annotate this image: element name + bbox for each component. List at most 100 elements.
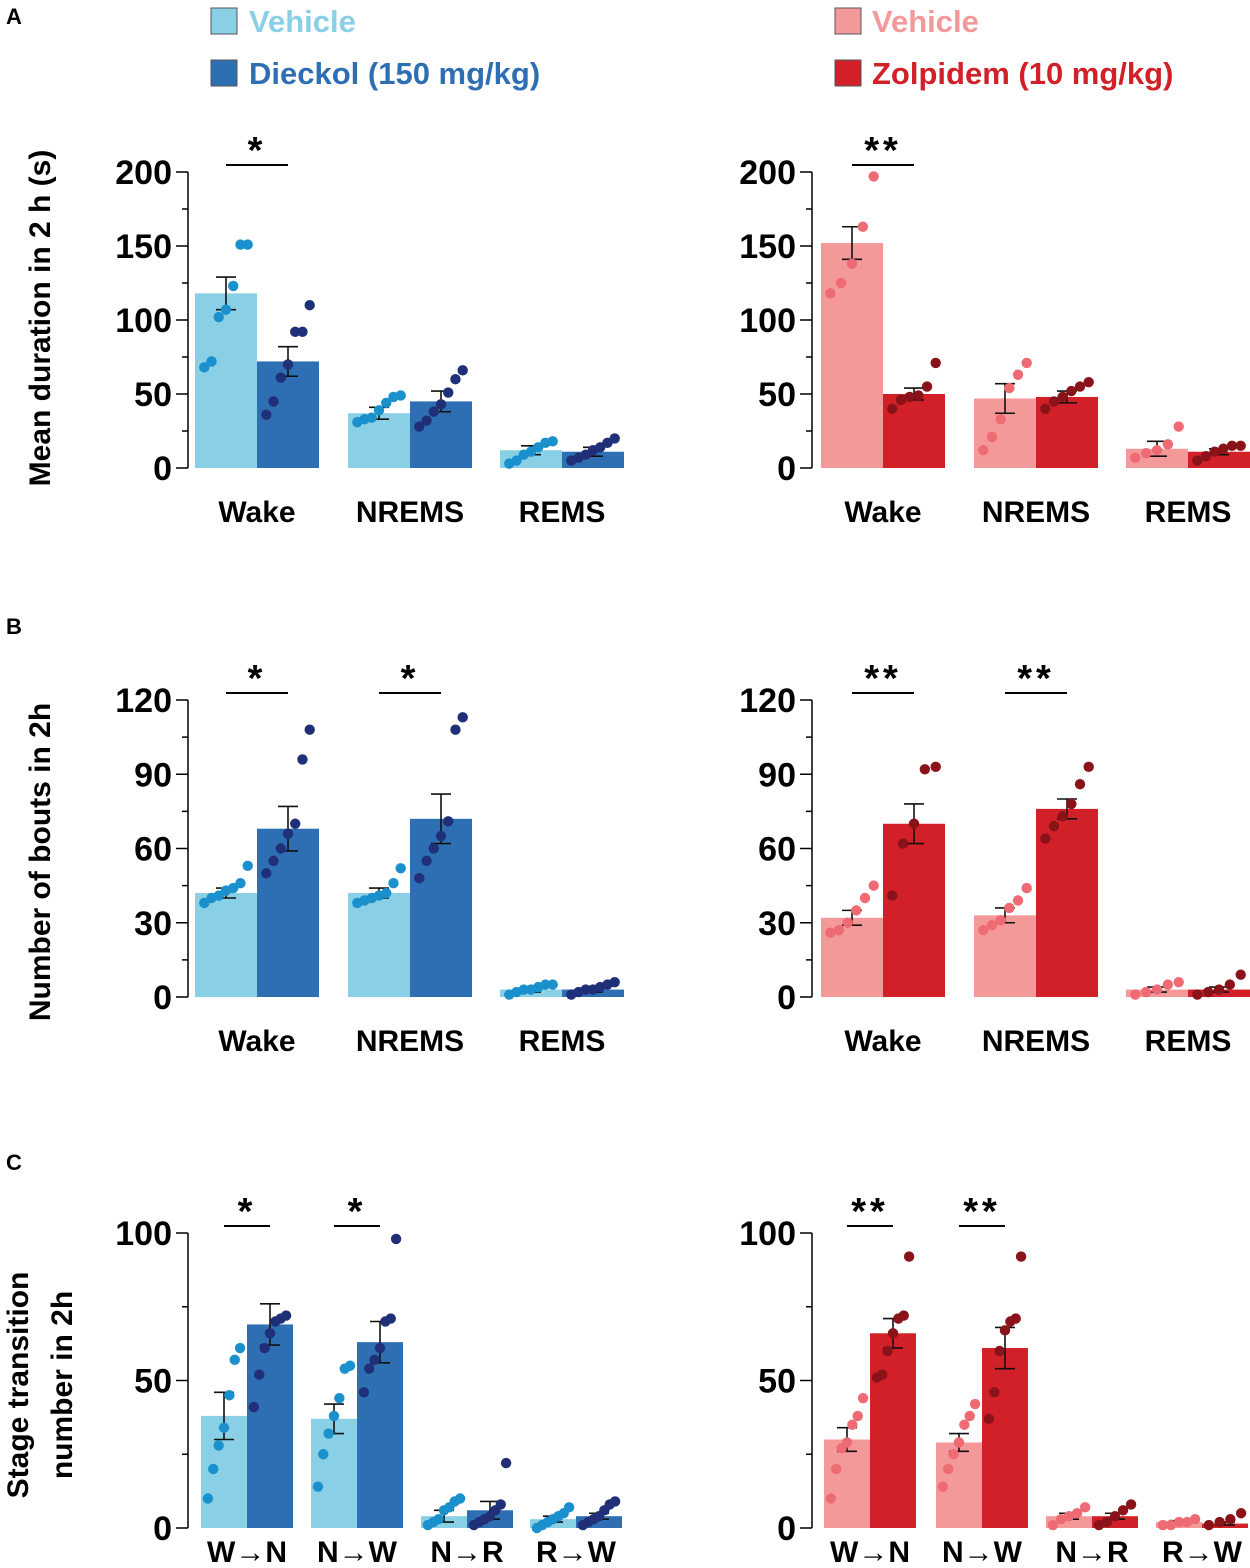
data-point bbox=[290, 326, 301, 338]
data-point bbox=[919, 764, 931, 775]
category-label-w-n: W→N bbox=[830, 1536, 910, 1568]
data-point bbox=[457, 712, 468, 723]
y-tick-label: 60 bbox=[134, 831, 172, 869]
data-point bbox=[1192, 455, 1203, 466]
data-point bbox=[206, 356, 217, 367]
data-point bbox=[995, 915, 1006, 926]
significance-label: * bbox=[401, 658, 420, 700]
data-point bbox=[1063, 1511, 1075, 1522]
category-label-nrems: NREMS bbox=[982, 1025, 1090, 1058]
data-point bbox=[1071, 1508, 1083, 1519]
data-point bbox=[887, 890, 898, 901]
data-point bbox=[1214, 1516, 1225, 1528]
y-tick-label: 90 bbox=[134, 756, 172, 794]
data-point bbox=[428, 406, 439, 417]
category-label-n-r: N→R bbox=[430, 1536, 504, 1568]
data-point bbox=[235, 877, 246, 889]
data-point bbox=[199, 362, 210, 373]
y-tick-label: 50 bbox=[758, 1363, 796, 1401]
data-point bbox=[218, 1422, 230, 1433]
data-point bbox=[846, 258, 858, 269]
data-point bbox=[833, 924, 845, 936]
data-point bbox=[1101, 1516, 1113, 1528]
category-label-nrems: NREMS bbox=[356, 1025, 464, 1058]
data-point bbox=[374, 1342, 386, 1354]
data-point bbox=[264, 1328, 276, 1339]
data-point bbox=[414, 873, 425, 884]
data-point bbox=[369, 1354, 380, 1366]
data-point bbox=[297, 326, 308, 338]
data-point bbox=[897, 838, 909, 849]
data-point bbox=[953, 1437, 965, 1448]
category-label-n-r: N→R bbox=[1055, 1536, 1129, 1568]
category-label-r-w: R→W bbox=[536, 1536, 617, 1568]
data-point bbox=[978, 924, 989, 936]
data-point bbox=[323, 1428, 334, 1439]
data-point bbox=[1074, 381, 1086, 392]
y-tick-label: 50 bbox=[134, 1363, 172, 1401]
data-point bbox=[1173, 1516, 1185, 1528]
data-point bbox=[895, 394, 907, 406]
category-label-wake: Wake bbox=[844, 496, 921, 529]
data-point bbox=[986, 920, 998, 931]
bar-n-r-vehicle bbox=[1046, 1516, 1092, 1528]
data-point bbox=[859, 892, 871, 904]
data-point bbox=[282, 828, 294, 839]
data-point bbox=[1181, 1516, 1193, 1528]
data-point bbox=[242, 860, 253, 872]
data-point bbox=[1004, 902, 1015, 914]
data-point bbox=[989, 1387, 1000, 1398]
data-point bbox=[259, 1342, 270, 1354]
data-point bbox=[1224, 979, 1236, 990]
chart-c-zolpidem: 0 50 100 W→N N→W N→R R→W ** ** bbox=[739, 1191, 1248, 1568]
data-point bbox=[234, 1342, 246, 1354]
data-point bbox=[857, 1393, 869, 1404]
category-label-wake: Wake bbox=[844, 1025, 921, 1058]
ylabel-stage-transition: Stage transition bbox=[2, 1272, 35, 1499]
significance-label: * bbox=[248, 658, 267, 700]
data-point bbox=[999, 1325, 1011, 1336]
data-point bbox=[1130, 989, 1141, 1000]
data-point bbox=[1225, 1513, 1236, 1525]
data-point bbox=[421, 855, 432, 867]
category-label-n-w: N→W bbox=[942, 1536, 1023, 1568]
data-point bbox=[995, 413, 1006, 425]
data-point bbox=[213, 311, 224, 323]
data-point bbox=[1173, 421, 1184, 432]
data-point bbox=[825, 1493, 837, 1504]
data-point bbox=[1040, 833, 1051, 844]
data-point bbox=[220, 304, 232, 315]
data-point bbox=[959, 1419, 970, 1430]
y-tick-label: 120 bbox=[739, 682, 796, 720]
data-point bbox=[948, 1449, 959, 1460]
data-point bbox=[1226, 440, 1238, 451]
data-point bbox=[443, 387, 454, 398]
bar-n-r-zolpidem-10-mg-kg bbox=[1092, 1516, 1138, 1528]
data-point bbox=[835, 277, 847, 289]
y-tick-label: 150 bbox=[739, 228, 796, 266]
data-point bbox=[1173, 976, 1184, 988]
data-point bbox=[242, 239, 253, 250]
data-point bbox=[1117, 1505, 1129, 1516]
y-tick-label: 120 bbox=[115, 682, 172, 720]
bar-wake-zolpidem-10-mg-kg bbox=[883, 823, 945, 997]
data-point bbox=[842, 917, 853, 928]
bar-nrems-vehicle bbox=[348, 893, 410, 997]
data-point bbox=[937, 1481, 949, 1492]
legend-swatch-vehicle-red bbox=[834, 7, 862, 35]
data-point bbox=[518, 984, 529, 995]
data-point bbox=[609, 433, 620, 444]
data-point bbox=[1010, 1313, 1021, 1324]
data-point bbox=[857, 221, 869, 232]
data-point bbox=[969, 1398, 981, 1410]
legend-label-dieckol: Dieckol (150 mg/kg) bbox=[249, 56, 540, 91]
bar-w-n-zolpidem-10-mg-kg bbox=[870, 1333, 916, 1528]
category-label-wake: Wake bbox=[218, 496, 295, 529]
data-point bbox=[1189, 1513, 1201, 1525]
ylabel-panel-a: Mean duration in 2 h (s) bbox=[24, 150, 57, 487]
y-tick-label: 0 bbox=[153, 1510, 172, 1548]
data-point bbox=[903, 1251, 915, 1262]
data-point bbox=[421, 415, 432, 426]
data-point bbox=[1125, 1499, 1137, 1510]
